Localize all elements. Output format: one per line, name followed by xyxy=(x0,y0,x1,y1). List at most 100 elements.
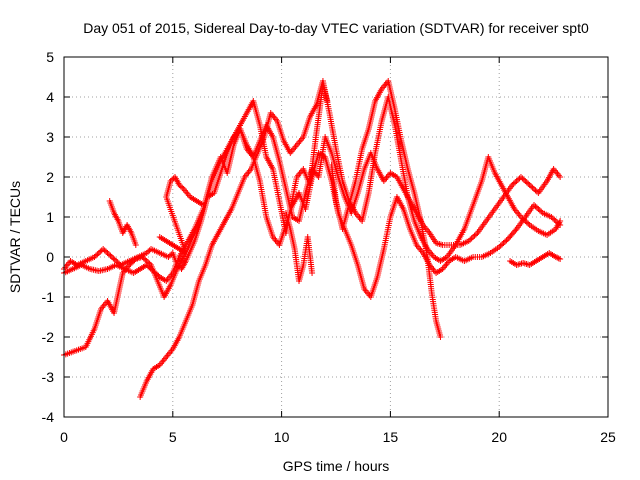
data-point xyxy=(525,220,532,227)
data-point xyxy=(513,178,520,184)
data-point xyxy=(169,176,176,183)
x-tick-label: 5 xyxy=(169,429,177,445)
data-point xyxy=(502,238,509,245)
y-tick-label: 4 xyxy=(46,89,54,105)
data-point xyxy=(114,259,121,266)
data-point xyxy=(512,179,519,186)
data-point xyxy=(520,176,527,183)
data-point xyxy=(531,202,538,208)
data-point xyxy=(517,214,524,220)
data-point xyxy=(522,178,529,184)
data-point xyxy=(555,255,562,262)
y-tick-label: -3 xyxy=(42,369,55,385)
data-point xyxy=(166,252,173,259)
data-point xyxy=(503,237,510,244)
data-point xyxy=(557,218,564,224)
data-point xyxy=(522,218,529,224)
data-point xyxy=(176,182,183,188)
data-point xyxy=(174,262,181,268)
data-point xyxy=(510,180,517,187)
data-point xyxy=(532,203,539,210)
data-point xyxy=(465,238,472,244)
data-point xyxy=(92,252,99,259)
data-point xyxy=(110,255,117,262)
data-point xyxy=(113,258,120,264)
x-tick-label: 0 xyxy=(60,429,68,445)
data-point xyxy=(548,214,555,220)
data-point xyxy=(167,178,174,184)
x-tick-label: 10 xyxy=(274,429,290,445)
y-tick-label: 3 xyxy=(46,129,54,145)
tick-layer xyxy=(63,56,609,418)
y-tick-label: 0 xyxy=(46,249,54,265)
data-point xyxy=(95,250,102,256)
data-point xyxy=(533,204,540,211)
data-point xyxy=(91,254,98,260)
data-point xyxy=(517,174,524,180)
data-point xyxy=(132,242,139,248)
grid-layer xyxy=(64,57,608,417)
y-tick-label: 5 xyxy=(46,49,54,65)
data-point xyxy=(97,248,104,255)
data-point xyxy=(519,175,526,182)
data-point xyxy=(100,246,107,252)
series-E xyxy=(106,174,564,284)
data-point xyxy=(472,231,479,238)
data-point xyxy=(467,236,474,243)
label-layer: 0 5 10 15 20 25 -4 -3 -2 -1 0 1 2 3 4 5 xyxy=(42,49,616,445)
data-point xyxy=(94,251,101,258)
data-point xyxy=(470,234,477,240)
data-point xyxy=(551,216,558,223)
data-point xyxy=(437,334,444,340)
data-point xyxy=(531,186,538,192)
series-B xyxy=(61,126,564,300)
data-point xyxy=(525,180,532,187)
data-point xyxy=(509,182,516,188)
data-point xyxy=(499,241,506,248)
data-point xyxy=(101,247,108,254)
data-point xyxy=(529,184,536,191)
data-point xyxy=(165,254,172,260)
data-point xyxy=(515,176,522,183)
data-point xyxy=(535,206,542,212)
data-point xyxy=(526,182,533,188)
x-tick-label: 15 xyxy=(383,429,399,445)
data-point xyxy=(468,235,475,242)
data-point xyxy=(552,254,559,260)
data-point xyxy=(108,254,115,260)
data-point xyxy=(496,244,503,250)
data-point xyxy=(536,207,543,214)
data-point xyxy=(111,256,118,263)
data-point xyxy=(471,232,478,239)
series-C xyxy=(61,122,564,272)
series-D xyxy=(137,78,564,400)
data-point xyxy=(142,256,149,263)
data-point xyxy=(145,248,152,255)
data-point xyxy=(309,270,316,276)
data-point xyxy=(519,215,526,222)
plot-frame xyxy=(63,56,609,418)
data-point xyxy=(523,219,530,226)
data-point xyxy=(523,179,530,186)
data-point xyxy=(554,254,561,261)
chart-title: Day 051 of 2015, Sidereal Day-to-day VTE… xyxy=(83,20,589,36)
x-axis-label: GPS time / hours xyxy=(283,458,390,474)
data-point xyxy=(104,250,111,256)
data-point xyxy=(500,240,507,246)
y-tick-label: -4 xyxy=(42,409,55,425)
data-point xyxy=(200,202,207,208)
marks-layer xyxy=(61,78,564,400)
x-tick-label: 20 xyxy=(491,429,507,445)
data-point xyxy=(538,208,545,215)
data-point xyxy=(520,216,527,223)
data-point xyxy=(177,183,184,190)
data-point xyxy=(557,256,564,262)
data-point xyxy=(512,227,519,234)
data-point xyxy=(557,174,564,180)
data-point xyxy=(175,263,182,270)
x-tick-label: 25 xyxy=(600,429,616,445)
y-tick-label: -1 xyxy=(42,289,55,305)
y-axis-label: SDTVAR / TECUs xyxy=(7,181,23,293)
data-point xyxy=(532,187,539,194)
